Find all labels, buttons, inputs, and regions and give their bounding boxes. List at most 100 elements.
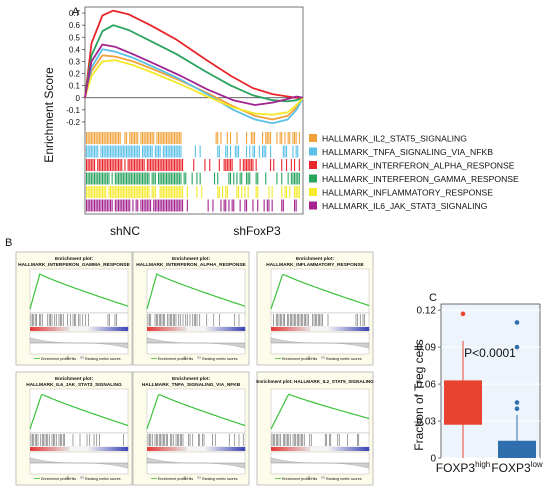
rank-gradient-cell: [346, 327, 350, 331]
hit-mark: [294, 199, 296, 212]
rank-gradient-cell: [156, 327, 161, 331]
hit-mark: [121, 159, 123, 171]
hit-mark: [132, 159, 134, 171]
hit-mark: [86, 172, 88, 185]
hit-mark: [199, 145, 201, 158]
rank-gradient-cell: [79, 327, 83, 331]
hit-mark: [103, 159, 105, 171]
hit-mark: [130, 159, 132, 171]
hit-mark: [105, 199, 107, 212]
rank-gradient-cell: [339, 327, 344, 331]
rank-gradient-cell: [280, 447, 285, 451]
hit-mark: [154, 159, 156, 171]
rank-gradient-cell: [179, 327, 184, 331]
rank-gradient-cell: [39, 327, 44, 331]
hit-mark: [116, 172, 118, 185]
hit-mark: [145, 199, 147, 212]
hit-mark: [110, 186, 112, 198]
hit-mark: [98, 199, 100, 212]
hit-mark: [130, 145, 132, 158]
gsea-title: HALLMARK_INTERFERON_ALPHA_RESPONSE: [136, 262, 246, 268]
hit-mark: [114, 172, 116, 185]
hit-mark: [164, 132, 166, 144]
y-tick-label: 0.2: [69, 70, 81, 79]
hit-mark: [182, 199, 184, 212]
rank-gradient-cell: [39, 447, 44, 451]
hit-mark: [126, 132, 128, 144]
hit-mark: [263, 199, 265, 212]
hits-area: [146, 312, 246, 328]
rank-gradient-cell: [238, 447, 243, 451]
hit-mark: [111, 159, 113, 171]
rank-gradient-cell: [72, 447, 77, 451]
hit-mark: [265, 145, 267, 158]
hit-mark: [167, 172, 169, 185]
hit-mark: [98, 186, 100, 198]
hit-mark: [298, 172, 300, 185]
hit-mark: [119, 172, 121, 185]
gsea-title-top: Enrichment plot:: [296, 256, 335, 262]
hit-mark: [116, 199, 118, 212]
hit-mark: [113, 186, 115, 198]
hit-mark: [132, 186, 134, 198]
hit-mark: [134, 186, 136, 198]
y-tick-label: -0.2: [66, 118, 80, 127]
gsea-plot-2: Enrichment plot:HALLMARK_INTERFERON_ALPH…: [132, 251, 250, 366]
rank-gradient-cell: [235, 327, 239, 331]
hit-mark: [119, 199, 121, 212]
hit-mark: [271, 199, 273, 212]
hit-mark: [170, 199, 172, 212]
rank-gradient-cell: [196, 327, 200, 331]
rank-gradient-cell: [189, 327, 194, 331]
hit-mark: [146, 186, 148, 198]
rank-gradient-cell: [30, 327, 34, 331]
hit-band-2: [86, 145, 299, 158]
hit-mark: [100, 132, 102, 144]
hit-mark: [218, 145, 220, 158]
hit-mark: [174, 159, 176, 171]
hit-mark: [140, 186, 142, 198]
hit-mark: [292, 132, 294, 144]
rank-gradient-cell: [336, 327, 340, 331]
hit-mark: [146, 132, 148, 144]
hit-mark: [150, 199, 152, 212]
hit-mark: [191, 172, 193, 185]
hit-mark: [162, 186, 164, 198]
rank-gradient-cell: [297, 447, 301, 451]
hit-mark: [132, 172, 134, 185]
hit-mark: [142, 186, 144, 198]
rank-gradient-cell: [313, 447, 318, 451]
legend-text-hits: Hits: [70, 477, 76, 481]
hits-area: [146, 432, 246, 448]
hit-mark: [244, 159, 246, 171]
hit-mark: [241, 186, 243, 198]
hit-mark: [172, 132, 174, 144]
hit-mark: [166, 199, 168, 212]
hit-mark: [226, 145, 228, 158]
hit-band-4: [86, 172, 300, 185]
rank-gradient-cell: [124, 327, 129, 331]
hit-mark: [103, 132, 105, 144]
hit-mark: [228, 159, 230, 171]
y-tick-label: 0.1: [69, 82, 81, 91]
hit-mark: [90, 186, 92, 198]
hit-mark: [246, 145, 248, 158]
rank-gradient-cell: [150, 327, 154, 331]
outlier-point: [514, 400, 520, 405]
hit-mark: [177, 172, 179, 185]
hit-mark: [138, 172, 140, 185]
y-axis-label-c: Fraction of Treg cells: [412, 339, 426, 450]
y-tick-label: 0.09: [417, 343, 437, 354]
category-label-low: FOXP3low: [491, 460, 543, 475]
hit-mark: [281, 186, 283, 198]
hit-mark: [182, 159, 184, 171]
rank-gradient-cell: [362, 327, 367, 331]
hit-mark: [89, 145, 91, 158]
hit-mark: [153, 186, 155, 198]
gsea-plot-6: Enrichment plot: HALLMARK_IL2_STAT5_SIGN…: [256, 371, 374, 486]
hit-mark: [134, 172, 136, 185]
hit-mark: [86, 199, 88, 212]
rank-gradient-cell: [222, 447, 226, 451]
hit-mark: [86, 145, 88, 158]
rank-gradient-cell: [189, 447, 194, 451]
